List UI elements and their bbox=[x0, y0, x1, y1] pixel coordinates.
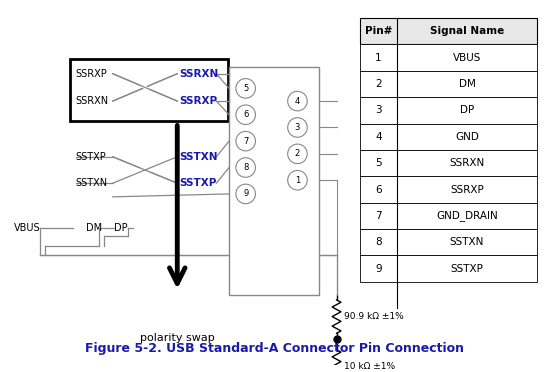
Text: SSRXN: SSRXN bbox=[450, 158, 485, 168]
Text: SSTXN: SSTXN bbox=[450, 237, 484, 247]
Text: 90.9 kΩ ±1%: 90.9 kΩ ±1% bbox=[344, 312, 404, 321]
Bar bbox=[70, 59, 228, 121]
Text: 3: 3 bbox=[376, 105, 382, 115]
Text: 2: 2 bbox=[295, 149, 300, 158]
Circle shape bbox=[236, 158, 255, 177]
Circle shape bbox=[236, 184, 255, 204]
Text: 10 kΩ ±1%: 10 kΩ ±1% bbox=[344, 362, 395, 371]
Text: 2: 2 bbox=[376, 79, 382, 89]
Text: SSTXN: SSTXN bbox=[76, 178, 108, 188]
Text: 5: 5 bbox=[243, 84, 248, 93]
Text: 8: 8 bbox=[376, 237, 382, 247]
Text: 5: 5 bbox=[376, 158, 382, 168]
Circle shape bbox=[288, 144, 307, 164]
Bar bbox=[360, 97, 537, 124]
Text: 8: 8 bbox=[243, 163, 248, 172]
Text: Signal Name: Signal Name bbox=[430, 26, 504, 36]
Text: SSTXN: SSTXN bbox=[179, 152, 218, 162]
Bar bbox=[360, 150, 537, 176]
Text: DP: DP bbox=[114, 223, 127, 233]
Text: Figure 5-2. USB Standard-A Connector Pin Connection: Figure 5-2. USB Standard-A Connector Pin… bbox=[85, 342, 463, 355]
Bar bbox=[360, 44, 537, 71]
Text: GND_DRAIN: GND_DRAIN bbox=[436, 211, 498, 221]
Text: SSTXP: SSTXP bbox=[76, 152, 107, 162]
Circle shape bbox=[288, 91, 307, 111]
Text: VBUS: VBUS bbox=[453, 52, 481, 62]
Circle shape bbox=[288, 170, 307, 190]
Text: SSRXN: SSRXN bbox=[76, 96, 109, 106]
Text: VBUS: VBUS bbox=[14, 223, 41, 233]
Text: DP: DP bbox=[460, 105, 474, 115]
Text: SSTXP: SSTXP bbox=[179, 178, 217, 188]
Text: 4: 4 bbox=[295, 97, 300, 106]
Circle shape bbox=[236, 78, 255, 98]
Circle shape bbox=[288, 118, 307, 137]
Text: GND: GND bbox=[455, 132, 479, 142]
Text: 7: 7 bbox=[376, 211, 382, 221]
Bar bbox=[360, 176, 537, 203]
Text: SSRXP: SSRXP bbox=[76, 69, 108, 79]
Text: 6: 6 bbox=[243, 110, 248, 119]
Text: Pin#: Pin# bbox=[365, 26, 393, 36]
Text: 9: 9 bbox=[376, 264, 382, 274]
Text: 1: 1 bbox=[376, 52, 382, 62]
Text: 3: 3 bbox=[295, 123, 300, 132]
Text: SSRXN: SSRXN bbox=[179, 69, 219, 79]
Text: 7: 7 bbox=[243, 137, 248, 146]
Bar bbox=[360, 18, 537, 44]
Text: 6: 6 bbox=[376, 185, 382, 195]
Bar bbox=[360, 229, 537, 256]
Text: DM: DM bbox=[86, 223, 103, 233]
Text: DM: DM bbox=[458, 79, 475, 89]
Bar bbox=[229, 67, 319, 295]
Bar bbox=[360, 203, 537, 229]
Text: 1: 1 bbox=[295, 176, 300, 185]
Circle shape bbox=[236, 105, 255, 125]
Circle shape bbox=[236, 131, 255, 151]
Bar bbox=[360, 124, 537, 150]
Bar bbox=[360, 71, 537, 97]
Text: SSRXP: SSRXP bbox=[179, 96, 217, 106]
Text: 4: 4 bbox=[376, 132, 382, 142]
Text: 9: 9 bbox=[243, 189, 248, 198]
Text: SSRXP: SSRXP bbox=[450, 185, 484, 195]
Text: polarity swap: polarity swap bbox=[140, 333, 215, 343]
Bar bbox=[360, 256, 537, 282]
Text: SSTXP: SSTXP bbox=[451, 264, 484, 274]
